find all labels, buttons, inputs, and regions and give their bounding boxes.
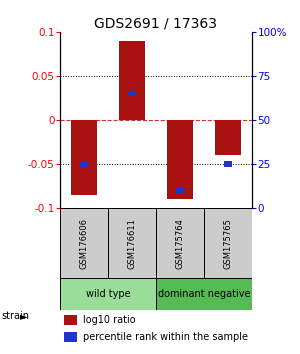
Bar	[64, 332, 77, 342]
Bar	[80, 161, 88, 166]
Bar	[156, 208, 204, 278]
Text: wild type: wild type	[86, 289, 130, 299]
Bar	[156, 278, 252, 310]
Bar	[128, 91, 136, 96]
Title: GDS2691 / 17363: GDS2691 / 17363	[94, 17, 218, 31]
Text: GSM175765: GSM175765	[224, 218, 232, 268]
Text: percentile rank within the sample: percentile rank within the sample	[83, 332, 248, 342]
Bar	[215, 120, 241, 155]
Text: dominant negative: dominant negative	[158, 289, 250, 299]
Text: GSM176606: GSM176606	[80, 218, 88, 269]
Text: strain: strain	[2, 311, 29, 321]
Bar	[224, 161, 232, 166]
Bar	[64, 315, 77, 325]
Bar	[119, 41, 145, 120]
Text: ►: ►	[20, 311, 28, 321]
Bar	[108, 208, 156, 278]
Bar	[204, 208, 252, 278]
Text: GSM176611: GSM176611	[128, 218, 136, 268]
Bar	[60, 208, 108, 278]
Text: GSM175764: GSM175764	[176, 218, 184, 268]
Bar	[71, 120, 97, 195]
Bar	[60, 278, 156, 310]
Text: log10 ratio: log10 ratio	[83, 315, 136, 325]
Bar	[167, 120, 193, 199]
Bar	[176, 188, 184, 193]
